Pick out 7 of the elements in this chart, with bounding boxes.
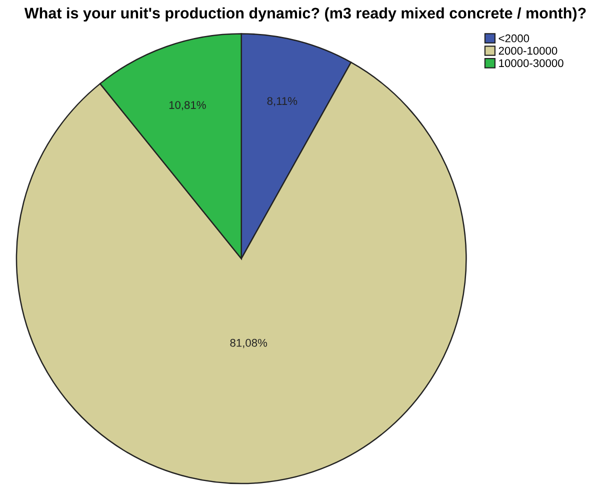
legend-label: 10000-30000 <box>499 59 564 68</box>
data-label: 81,08% <box>230 338 268 348</box>
data-label: 10,81% <box>169 101 206 110</box>
legend-label: 2000-10000 <box>498 46 558 55</box>
chart-title: What is your unit's production dynamic? (m3 ready mixed concrete / month)? <box>24 7 586 22</box>
data-label: 8,11% <box>267 97 298 106</box>
legend-label: <2000 <box>498 34 530 42</box>
